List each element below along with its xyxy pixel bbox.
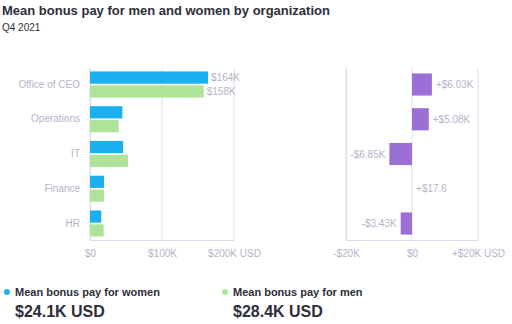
data-label: $164K: [211, 72, 240, 83]
data-labels: $164K $158K: [207, 72, 241, 97]
bar: [90, 210, 101, 222]
bar: [90, 224, 104, 236]
data-label: -$3.43K: [362, 218, 397, 229]
bar: [90, 71, 208, 83]
x-tick: -$20K: [333, 240, 360, 259]
bar: [90, 141, 123, 153]
bars: [389, 73, 432, 234]
y-tick-label: Office of CEO: [18, 79, 80, 90]
bar: [90, 85, 204, 97]
y-tick-label: Finance: [44, 183, 80, 194]
y-axis: Office of CEO Operations IT Finance HR: [18, 69, 90, 241]
grid-line: [346, 68, 347, 240]
data-label: +$5.08K: [433, 114, 471, 125]
x-tick: $200K USD: [208, 240, 261, 259]
data-label: -$6.85K: [350, 149, 385, 160]
legend-value: $24.1K USD: [15, 303, 105, 320]
x-tick: $0: [407, 240, 419, 259]
x-tick: +$20K USD: [452, 240, 505, 259]
bar: [412, 178, 413, 200]
x-tick-label: $0: [85, 248, 97, 259]
chart-subtitle: Q4 2021: [2, 22, 41, 33]
grid: [346, 68, 478, 240]
bars: [90, 71, 208, 236]
data-label: $158K: [207, 86, 236, 97]
bar: [90, 120, 119, 132]
y-tick: IT: [71, 148, 90, 159]
legend-value: $28.4K USD: [233, 303, 323, 320]
legend-label: Mean bonus pay for women: [15, 286, 160, 298]
x-axis: -$20K $0 +$20K USD: [333, 240, 505, 259]
x-tick-label: $100K: [148, 248, 177, 259]
y-tick-label: IT: [71, 148, 80, 159]
axis-line: [346, 69, 347, 241]
bar: [401, 212, 412, 234]
data-label: +$6.03K: [436, 79, 474, 90]
y-tick: Finance: [44, 183, 90, 194]
bar: [90, 176, 104, 188]
bar: [90, 106, 122, 118]
y-tick-label: HR: [66, 218, 80, 229]
y-tick-label: Operations: [31, 113, 80, 124]
chart-title: Mean bonus pay for men and women by orga…: [2, 3, 330, 18]
bar: [389, 143, 412, 165]
x-tick: $0: [85, 240, 97, 259]
x-tick-label: -$20K: [333, 248, 360, 259]
x-tick-label: +$20K USD: [452, 248, 505, 259]
legend-label: Mean bonus pay for men: [233, 286, 363, 298]
y-tick: Operations: [31, 113, 90, 124]
x-tick-label: $200K USD: [208, 248, 261, 259]
legend-swatch: [4, 289, 10, 295]
x-tick: $100K: [148, 240, 177, 259]
y-tick: Office of CEO: [18, 79, 90, 90]
axis-line: [347, 240, 479, 241]
y-axis: [346, 69, 348, 241]
y-tick: HR: [66, 218, 90, 229]
bar: [412, 73, 432, 95]
bar: [90, 155, 128, 167]
chart-root: Mean bonus pay for men and women by orga…: [0, 0, 512, 324]
grid-line: [478, 68, 479, 240]
axis-line: [91, 240, 235, 241]
legend: Mean bonus pay for women $24.1K USD Mean b…: [4, 286, 363, 320]
x-tick-label: $0: [407, 248, 419, 259]
bar: [90, 190, 104, 202]
data-labels: +$6.03K +$5.08K -$6.85K +$17.6 -$3.43K: [350, 79, 473, 229]
legend-swatch: [222, 289, 228, 295]
x-axis: $0 $100K $200K USD: [85, 240, 261, 259]
data-label: +$17.6: [416, 183, 447, 194]
bar: [412, 108, 429, 130]
